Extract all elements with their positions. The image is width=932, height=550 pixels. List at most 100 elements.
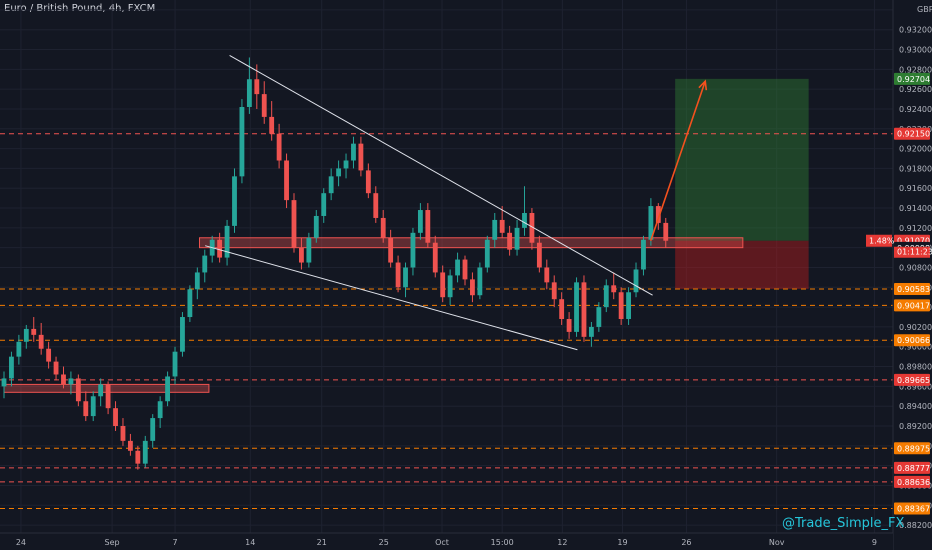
time-tick-label: 25 (379, 538, 389, 547)
price-tick-label: 0.89400 (899, 402, 932, 411)
candle-body (90, 396, 96, 417)
candle-body (447, 275, 453, 298)
candle-body (351, 143, 356, 161)
candle-body (365, 170, 371, 194)
candle-body (68, 378, 74, 385)
time-tick-label: 26 (681, 538, 691, 547)
time-tick-label: 24 (16, 538, 26, 547)
candle-body (194, 272, 200, 290)
candle-body (618, 292, 624, 320)
price-tick-label: 0.92800 (899, 65, 932, 74)
level-price-label-bg (894, 475, 930, 488)
candle-body (239, 106, 245, 177)
candle-body (581, 282, 587, 337)
watermark: @Trade_Simple_FX (782, 516, 905, 531)
candle-body (9, 356, 14, 379)
candle-body (388, 237, 394, 263)
price-tick-label: 0.90200 (899, 323, 932, 332)
price-tick-label: 0.92600 (899, 85, 932, 94)
candle-body (291, 200, 297, 248)
level-price-label: 0.88636 (897, 478, 930, 487)
candle-body (566, 319, 572, 332)
candle-body (588, 326, 594, 337)
price-tick-label: 0.89200 (899, 422, 932, 431)
candle-body (180, 317, 185, 352)
candle-body (299, 247, 304, 263)
candle-body (470, 279, 475, 296)
chart-title: Euro / British Pound, 4h, FXCM (4, 3, 156, 14)
candle-body (31, 328, 37, 335)
time-tick-label: 21 (317, 538, 327, 547)
level-price-label: 0.88777 (897, 464, 930, 473)
candle-body (484, 239, 490, 268)
candle-body (276, 133, 282, 161)
price-tick-label: 0.92000 (899, 145, 932, 154)
candle-body (113, 408, 118, 427)
price-tick-label: 0.91800 (899, 164, 932, 173)
candle-body (626, 292, 631, 320)
candle-body (306, 237, 312, 263)
countdown-bg (894, 246, 930, 258)
candle-body (611, 285, 617, 293)
candle-body (574, 282, 579, 332)
level-price-label-bg (894, 299, 930, 312)
candle-body (1, 378, 7, 387)
candle-body (596, 307, 602, 327)
candle-body (455, 259, 460, 276)
candle-body (358, 143, 364, 171)
level-price-label-bg (894, 127, 930, 140)
price-tick-label: 0.89600 (899, 382, 932, 391)
time-tick-label: 7 (173, 538, 178, 547)
candle-body (559, 299, 565, 320)
time-tick-label: 15:00 (491, 538, 514, 547)
level-price-label-bg (894, 282, 930, 295)
marker-price-label: 0.92704 (897, 75, 930, 84)
candle-body (522, 213, 527, 228)
candle-body (172, 351, 178, 377)
candle-body (150, 418, 156, 441)
candle-body (373, 193, 379, 218)
marker-price-label-bg (894, 72, 930, 85)
candle-body (544, 267, 550, 283)
time-tick-label: Nov (769, 538, 785, 547)
candle-body (492, 219, 498, 240)
candle-body (507, 232, 513, 250)
candle-body (403, 267, 408, 288)
change-badge-bg (866, 234, 892, 247)
price-tick-label: 0.91200 (899, 224, 932, 233)
zone-rect (199, 237, 744, 249)
candle-body (425, 210, 431, 243)
time-tick-label: 19 (617, 538, 627, 547)
candle-body (313, 215, 319, 238)
candle-body (655, 206, 661, 223)
candle-body (380, 217, 386, 238)
candle-body (224, 225, 230, 258)
candle-body (336, 168, 342, 177)
price-tick-label: 0.90800 (899, 263, 932, 272)
candle-body (261, 94, 267, 117)
candle-body (514, 227, 520, 250)
target-zone (675, 78, 809, 241)
candle-body (135, 450, 141, 464)
candle-body (75, 378, 81, 402)
candle-body (61, 374, 66, 385)
price-axis (893, 0, 932, 550)
candle-body (321, 193, 327, 216)
candle-body (529, 213, 535, 243)
level-price-label-bg (894, 373, 930, 386)
level-price-label-bg (894, 442, 930, 455)
candle-body (410, 232, 416, 268)
countdown-label: 01:11:23 (897, 248, 932, 257)
level-price-label: 0.92150 (897, 130, 930, 139)
price-tick-label: 0.93200 (899, 26, 932, 35)
candle-body (663, 222, 669, 241)
candle-body (499, 219, 505, 233)
candle-body (105, 384, 111, 409)
price-tick-label: 0.93000 (899, 46, 932, 55)
price-tick-label: 0.91400 (899, 204, 932, 213)
time-tick-label: Oct (435, 538, 449, 547)
level-price-label: 0.88975 (897, 444, 930, 453)
candle-body (603, 285, 609, 308)
candle-body (536, 242, 542, 268)
